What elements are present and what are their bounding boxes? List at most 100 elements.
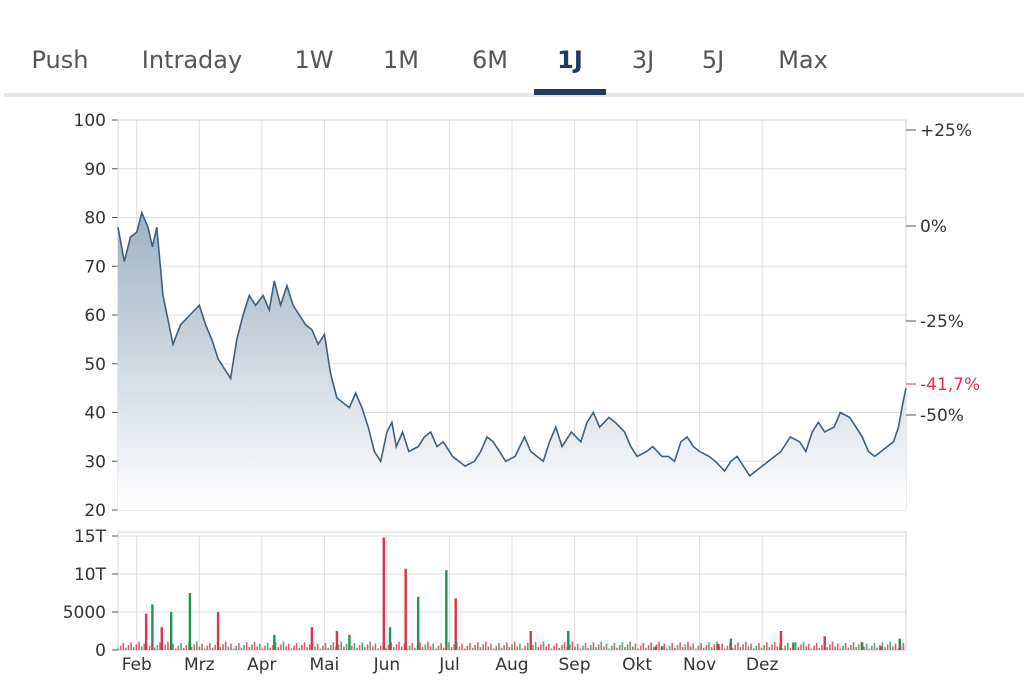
volume-bar [348,634,351,650]
volume-bar [582,645,584,650]
volume-bar [169,646,172,650]
tab-3j[interactable]: 3J [631,46,655,74]
volume-bar [892,646,894,650]
volume-bar [521,648,524,650]
volume-bar [566,647,568,650]
tab-push[interactable]: Push [31,46,89,74]
volume-bar [290,648,293,650]
volume-bar [624,647,626,650]
volume-bar [642,643,645,650]
volume-bar [540,644,542,650]
volume-bar [608,648,610,650]
volume-bar [117,648,119,650]
volume-bar [419,642,421,650]
volume-bar [750,643,752,650]
volume-bar [395,644,398,650]
volume-bar [700,643,702,650]
volume-bar [280,644,282,650]
volume-bar [516,646,519,650]
volume-bar [427,641,429,650]
volume-bar [382,643,385,650]
volume-bar [180,643,182,650]
volume-bar [414,647,416,650]
volume-bar [343,646,345,650]
volume-bar [836,643,839,650]
volume-bar [429,646,432,650]
volume-tick-label: 10T [74,565,107,585]
volume-bar [605,643,608,650]
volume-bar [555,643,558,650]
volume-bar [797,647,800,650]
volume-bar [266,643,269,650]
volume-bar [597,644,600,650]
volume-bar [681,647,684,650]
volume-bar [658,641,660,650]
volume-bar [831,641,834,650]
tab-6m[interactable]: 6M [472,46,508,74]
volume-bar [505,642,508,650]
tab-1w[interactable]: 1W [294,46,334,74]
price-tick-label: 50 [84,355,106,375]
volume-bar [214,645,216,650]
volume-bar [143,643,146,650]
volume-bar [718,646,721,650]
volume-bar [613,643,616,650]
tab-5j[interactable]: 5J [701,46,725,74]
volume-bar [721,643,723,650]
volume-bar [542,641,545,650]
volume-bar [332,642,335,650]
volume-bar [899,645,902,650]
volume-bar [222,644,224,650]
volume-bar [710,647,713,650]
volume-bar [898,638,901,650]
volume-bar [369,641,371,650]
volume-bar [834,646,836,650]
volume-bar [676,645,679,650]
volume-bar [863,646,865,650]
volume-bar [810,648,813,650]
volume-bar [445,645,448,650]
volume-bar [484,641,487,650]
right-tick-label: -50% [920,406,964,426]
volume-bar [310,627,314,650]
volume-bar [687,641,689,650]
volume-bar [377,648,379,650]
volume-bar [590,645,592,650]
volume-bar [273,634,276,650]
volume-bar [813,645,815,650]
month-label: Mrz [184,655,215,675]
volume-bar [823,642,826,650]
volume-bar [855,647,857,650]
volume-bar [164,644,167,650]
tab-max[interactable]: Max [778,46,828,74]
volume-bar [132,647,135,650]
volume-bar [876,647,878,650]
volume-bar [469,643,471,650]
volume-bar [303,642,306,650]
tab-1j[interactable]: 1J [557,46,583,74]
volume-bar [285,646,287,650]
volume-bar [839,648,842,650]
volume-bar [755,645,758,650]
volume-bar [729,643,731,650]
volume-bar [776,646,779,650]
tab-intraday[interactable]: Intraday [141,46,243,74]
volume-bar [125,647,127,650]
volume-bar [805,646,807,650]
volume-bar [592,642,595,650]
volume-bar [293,645,295,650]
tab-1m[interactable]: 1M [383,46,419,74]
volume-bar [513,641,516,650]
volume-bar [547,643,550,650]
volume-bar [818,647,821,650]
volume-bar [295,643,298,650]
volume-bar [765,642,768,650]
volume-bar [248,647,251,650]
volume-bar [508,647,511,650]
month-label: Nov [683,655,716,675]
volume-bar [411,643,413,650]
volume-bar [416,596,420,650]
volume-bar [301,645,303,650]
month-label: Sep [559,655,591,675]
volume-bar [387,645,390,650]
